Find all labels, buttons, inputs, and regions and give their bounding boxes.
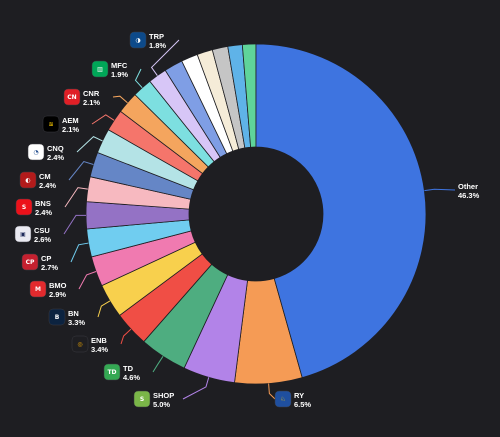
bmo-logo-icon: M xyxy=(29,280,47,298)
label-ticker-other: Other xyxy=(458,182,478,191)
leader-line-cm xyxy=(68,160,94,181)
ry-logo-icon: ♘ xyxy=(274,390,292,408)
label-ticker-cm: CM xyxy=(39,172,51,181)
bn-logo-icon: B xyxy=(48,308,66,326)
leader-line-enb xyxy=(120,328,132,345)
label-value-td: 4.6% xyxy=(123,373,140,382)
enb-logo-icon: ◎ xyxy=(71,335,89,353)
label-value-trp: 1.8% xyxy=(149,41,166,50)
label-ticker-shop: SHOP xyxy=(153,391,174,400)
cp-logo-icon: CP xyxy=(21,253,39,271)
trp-logo-icon: ◑ xyxy=(129,31,147,49)
csu-logo-icon: ▣ xyxy=(14,225,32,243)
leader-line-other xyxy=(424,188,456,192)
td-logo-icon: TD xyxy=(103,363,121,381)
svg-text:♘: ♘ xyxy=(280,396,285,403)
svg-text:TD: TD xyxy=(107,369,116,376)
leader-line-bn xyxy=(97,300,111,318)
label-value-bn: 3.3% xyxy=(68,318,85,327)
svg-text:▣: ▣ xyxy=(20,231,26,238)
svg-text:M: M xyxy=(35,286,41,293)
label-value-mfc: 1.9% xyxy=(111,70,128,79)
leader-line-shop xyxy=(182,377,210,400)
leader-line-cnq xyxy=(76,136,103,153)
leader-line-bns xyxy=(64,187,88,208)
svg-text:◑: ◑ xyxy=(135,37,140,44)
svg-text:▥: ▥ xyxy=(97,66,103,73)
cnr-logo-icon: CN xyxy=(63,88,81,106)
label-value-shop: 5.0% xyxy=(153,400,170,409)
leader-line-ry xyxy=(268,383,276,400)
aem-logo-icon: ≋ xyxy=(42,115,60,133)
bns-logo-icon: S xyxy=(15,198,33,216)
label-ticker-td: TD xyxy=(123,364,134,373)
label-ticker-cnq: CNQ xyxy=(47,144,64,153)
cnq-logo-icon: ◔ xyxy=(27,143,45,161)
label-ticker-bn: BN xyxy=(68,309,79,318)
svg-text:◎: ◎ xyxy=(77,341,82,348)
label-ticker-mfc: MFC xyxy=(111,61,128,70)
leader-line-cnr xyxy=(112,95,128,104)
leader-line-bmo xyxy=(78,271,97,290)
label-ticker-enb: ENB xyxy=(91,336,107,345)
label-value-other: 46.3% xyxy=(458,191,480,200)
label-ticker-ry: RY xyxy=(294,391,304,400)
label-value-ry: 6.5% xyxy=(294,400,311,409)
svg-text:S: S xyxy=(140,396,144,403)
svg-text:◐: ◐ xyxy=(25,177,30,184)
leader-line-cp xyxy=(70,242,89,263)
label-value-csu: 2.6% xyxy=(34,235,51,244)
label-ticker-cp: CP xyxy=(41,254,51,263)
mfc-logo-icon: ▥ xyxy=(91,60,109,78)
leader-line-csu xyxy=(63,214,87,235)
label-value-cnq: 2.4% xyxy=(47,153,64,162)
svg-text:◔: ◔ xyxy=(33,149,38,156)
label-ticker-bns: BNS xyxy=(35,199,51,208)
shop-logo-icon: S xyxy=(133,390,151,408)
label-ticker-trp: TRP xyxy=(149,32,164,41)
svg-text:B: B xyxy=(55,314,60,321)
leader-line-mfc xyxy=(134,68,143,89)
label-value-bns: 2.4% xyxy=(35,208,52,217)
svg-text:≋: ≋ xyxy=(48,121,53,128)
cm-logo-icon: ◐ xyxy=(19,171,37,189)
label-value-cm: 2.4% xyxy=(39,181,56,190)
label-value-cnr: 2.1% xyxy=(83,98,100,107)
label-ticker-cnr: CNR xyxy=(83,89,100,98)
label-ticker-csu: CSU xyxy=(34,226,50,235)
leader-line-trp xyxy=(150,39,180,76)
label-ticker-aem: AEM xyxy=(62,116,79,125)
label-value-aem: 2.1% xyxy=(62,125,79,134)
label-value-bmo: 2.9% xyxy=(49,290,66,299)
label-value-cp: 2.7% xyxy=(41,263,58,272)
leader-line-td xyxy=(152,356,164,373)
svg-text:S: S xyxy=(22,204,26,211)
leader-line-aem xyxy=(91,114,115,125)
svg-text:CP: CP xyxy=(26,259,35,266)
slice-other[interactable] xyxy=(255,43,427,379)
svg-text:CN: CN xyxy=(67,94,76,101)
label-value-enb: 3.4% xyxy=(91,345,108,354)
label-ticker-bmo: BMO xyxy=(49,281,67,290)
